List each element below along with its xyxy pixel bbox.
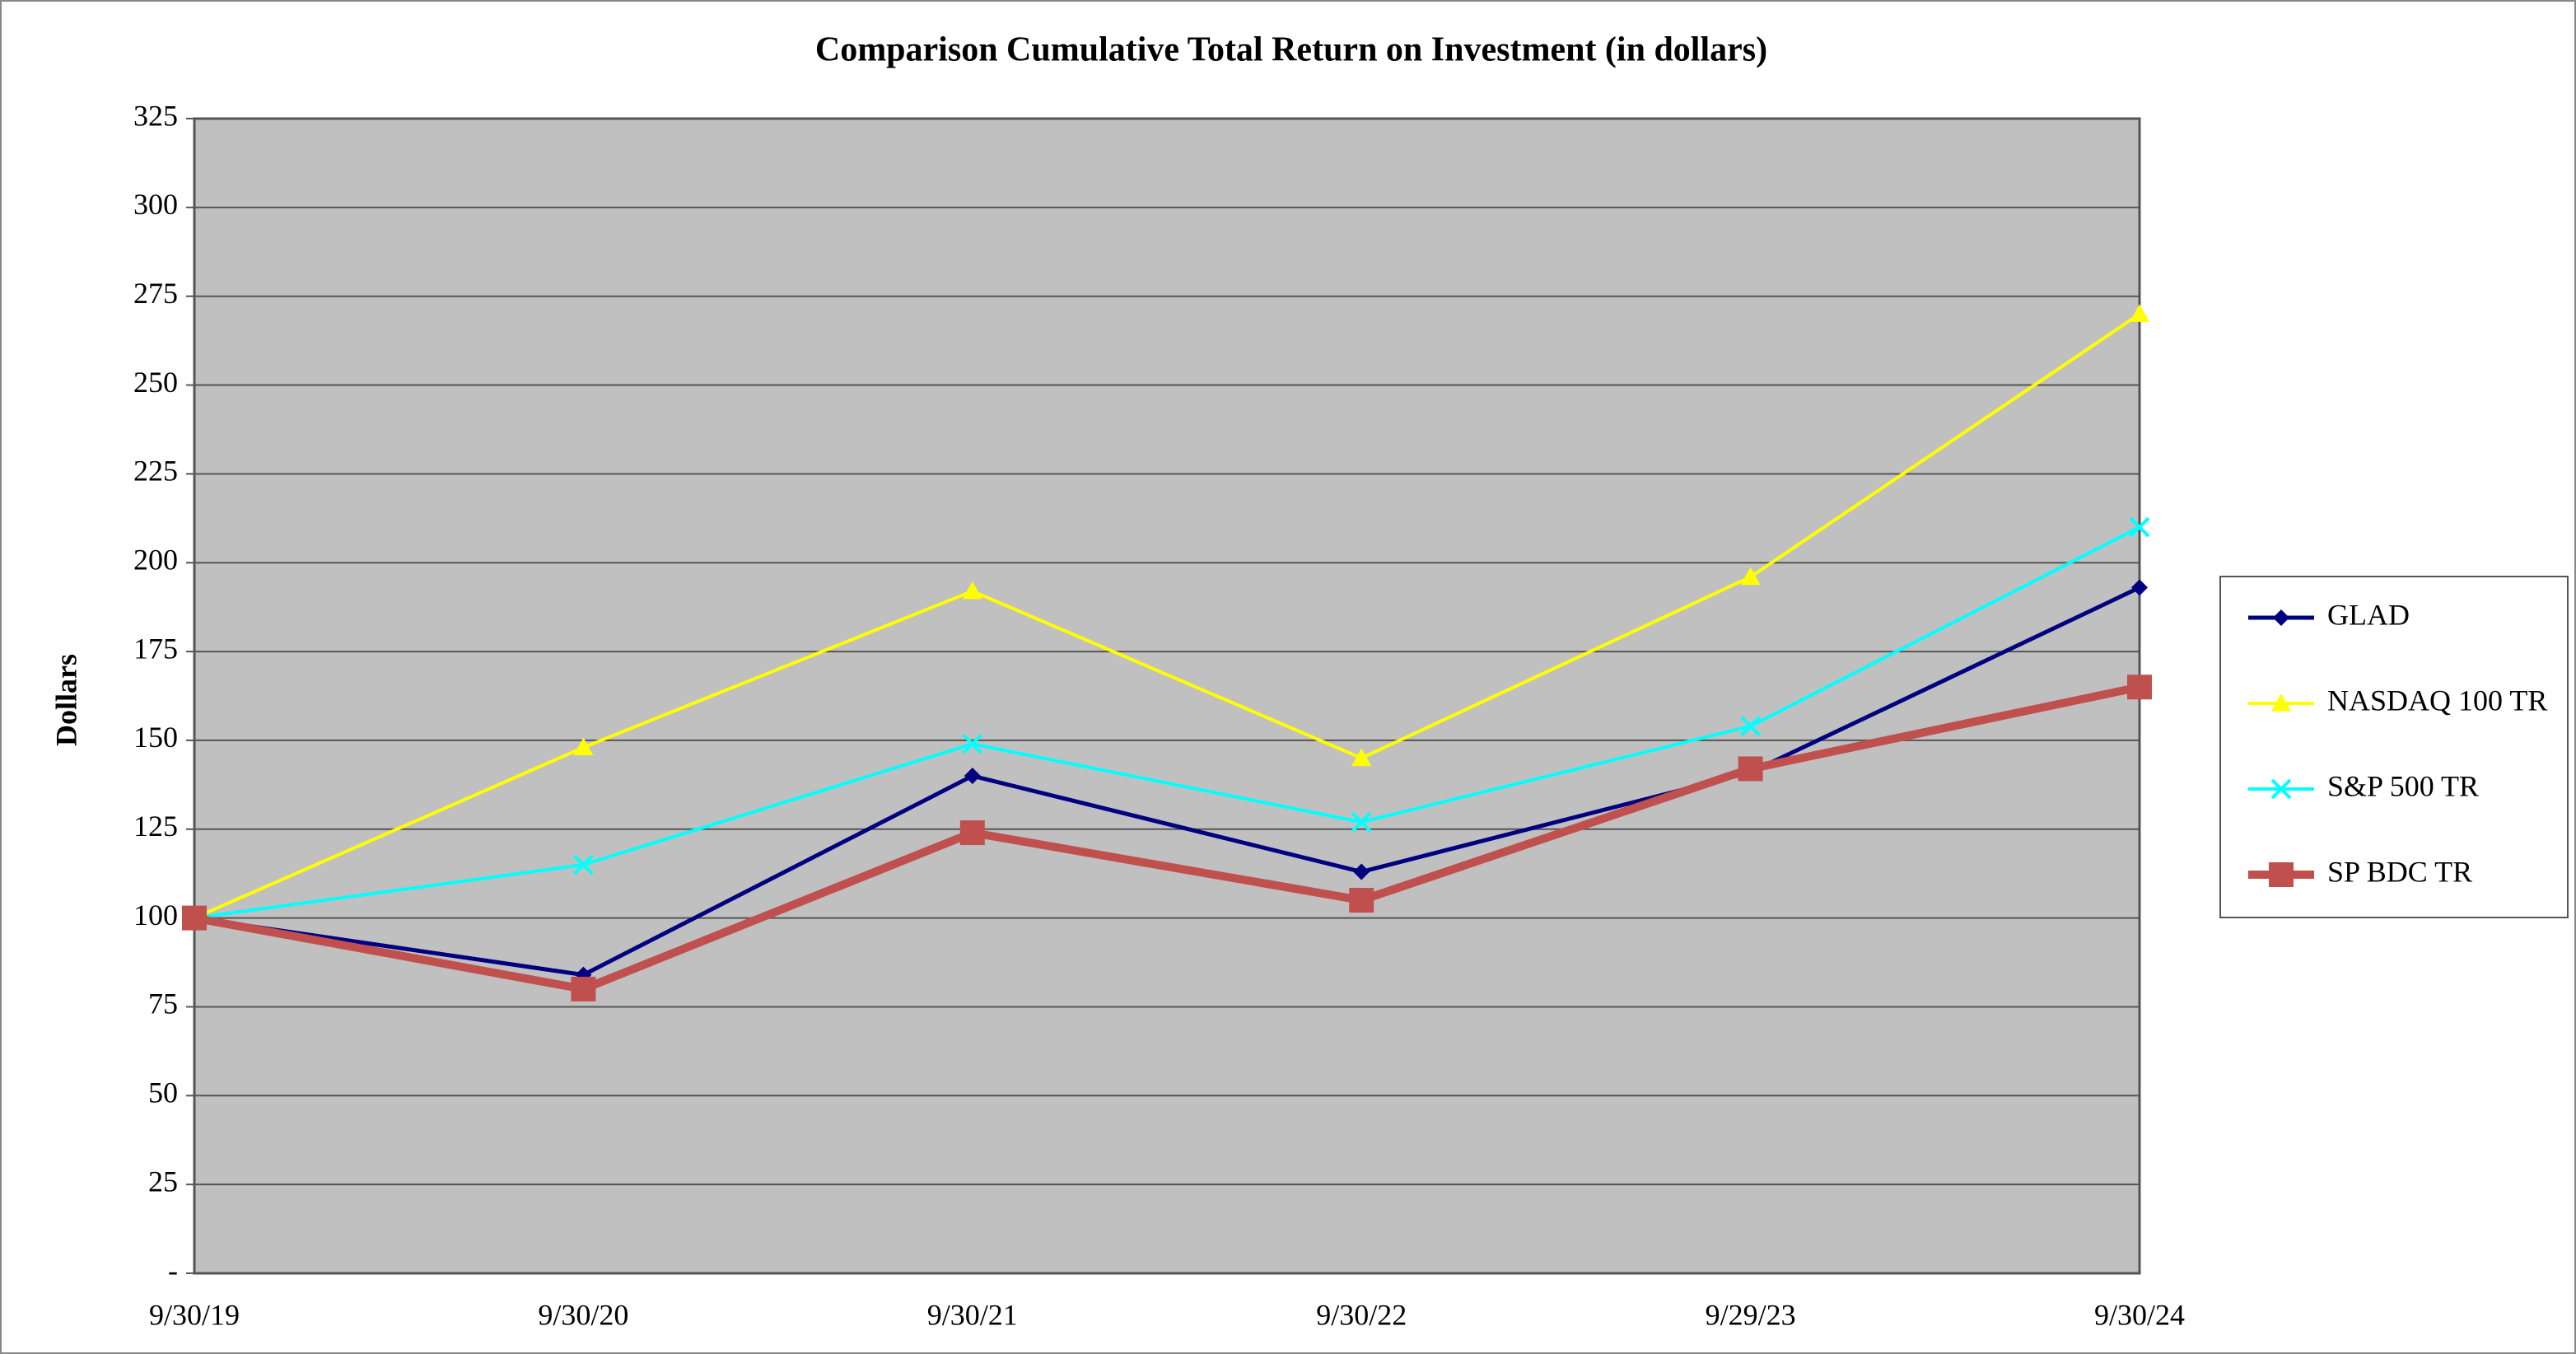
legend-label: NASDAQ 100 TR <box>2327 684 2547 717</box>
y-tick-label: 100 <box>133 899 178 931</box>
data-point <box>571 976 596 1001</box>
data-point <box>959 820 985 846</box>
x-tick-label: 9/30/20 <box>538 1298 628 1331</box>
y-tick-label: 325 <box>133 99 178 132</box>
y-tick-label: - <box>168 1254 178 1286</box>
y-tick-label: 300 <box>133 188 178 221</box>
data-point <box>1349 888 1374 913</box>
x-tick-label: 9/29/23 <box>1706 1298 1796 1331</box>
data-point <box>964 768 981 785</box>
y-tick-label: 175 <box>133 632 178 665</box>
y-tick-label: 200 <box>133 543 178 576</box>
series-line <box>194 683 2141 993</box>
series-line <box>194 525 2140 920</box>
data-point <box>182 905 207 931</box>
legend-marker <box>2270 778 2292 800</box>
x-tick-label: 9/30/24 <box>2094 1298 2185 1331</box>
data-point <box>1740 567 1761 586</box>
data-point <box>2129 516 2150 538</box>
legend-label: GLAD <box>2327 598 2410 631</box>
data-point <box>1740 716 1762 737</box>
legend-label: S&P 500 TR <box>2327 769 2479 802</box>
y-axis-label: Dollars <box>49 654 82 746</box>
data-point <box>2131 579 2148 596</box>
y-tick-label: 150 <box>133 721 178 754</box>
series-line <box>194 586 2141 978</box>
series-line <box>194 312 2141 920</box>
data-point <box>2130 304 2149 322</box>
data-point <box>962 581 982 600</box>
y-tick-label: 250 <box>133 366 178 399</box>
y-tick-label: 75 <box>148 987 178 1020</box>
data-point <box>1351 811 1372 833</box>
data-point <box>572 854 594 875</box>
data-point <box>1738 756 1763 782</box>
data-point <box>573 737 594 756</box>
y-tick-label: 225 <box>133 455 178 488</box>
y-tick-label: 50 <box>148 1076 178 1109</box>
data-point <box>1351 748 1372 767</box>
legend-marker <box>2271 693 2291 712</box>
y-tick-label: 25 <box>148 1165 178 1198</box>
y-tick-label: 125 <box>133 810 178 843</box>
legend-label: SP BDC TR <box>2327 855 2472 888</box>
y-tick-label: 275 <box>133 277 178 310</box>
x-tick-label: 9/30/22 <box>1316 1298 1407 1331</box>
x-tick-label: 9/30/19 <box>149 1298 240 1331</box>
data-point <box>1353 863 1370 880</box>
legend-box <box>2219 576 2569 918</box>
x-tick-label: 9/30/21 <box>927 1298 1018 1331</box>
legend-marker <box>2269 862 2294 887</box>
chart-title: Comparison Cumulative Total Return on In… <box>815 31 1767 69</box>
plot-area <box>193 117 2141 1275</box>
data-point <box>2127 675 2152 700</box>
data-point <box>962 733 983 754</box>
legend-marker <box>2273 609 2289 626</box>
